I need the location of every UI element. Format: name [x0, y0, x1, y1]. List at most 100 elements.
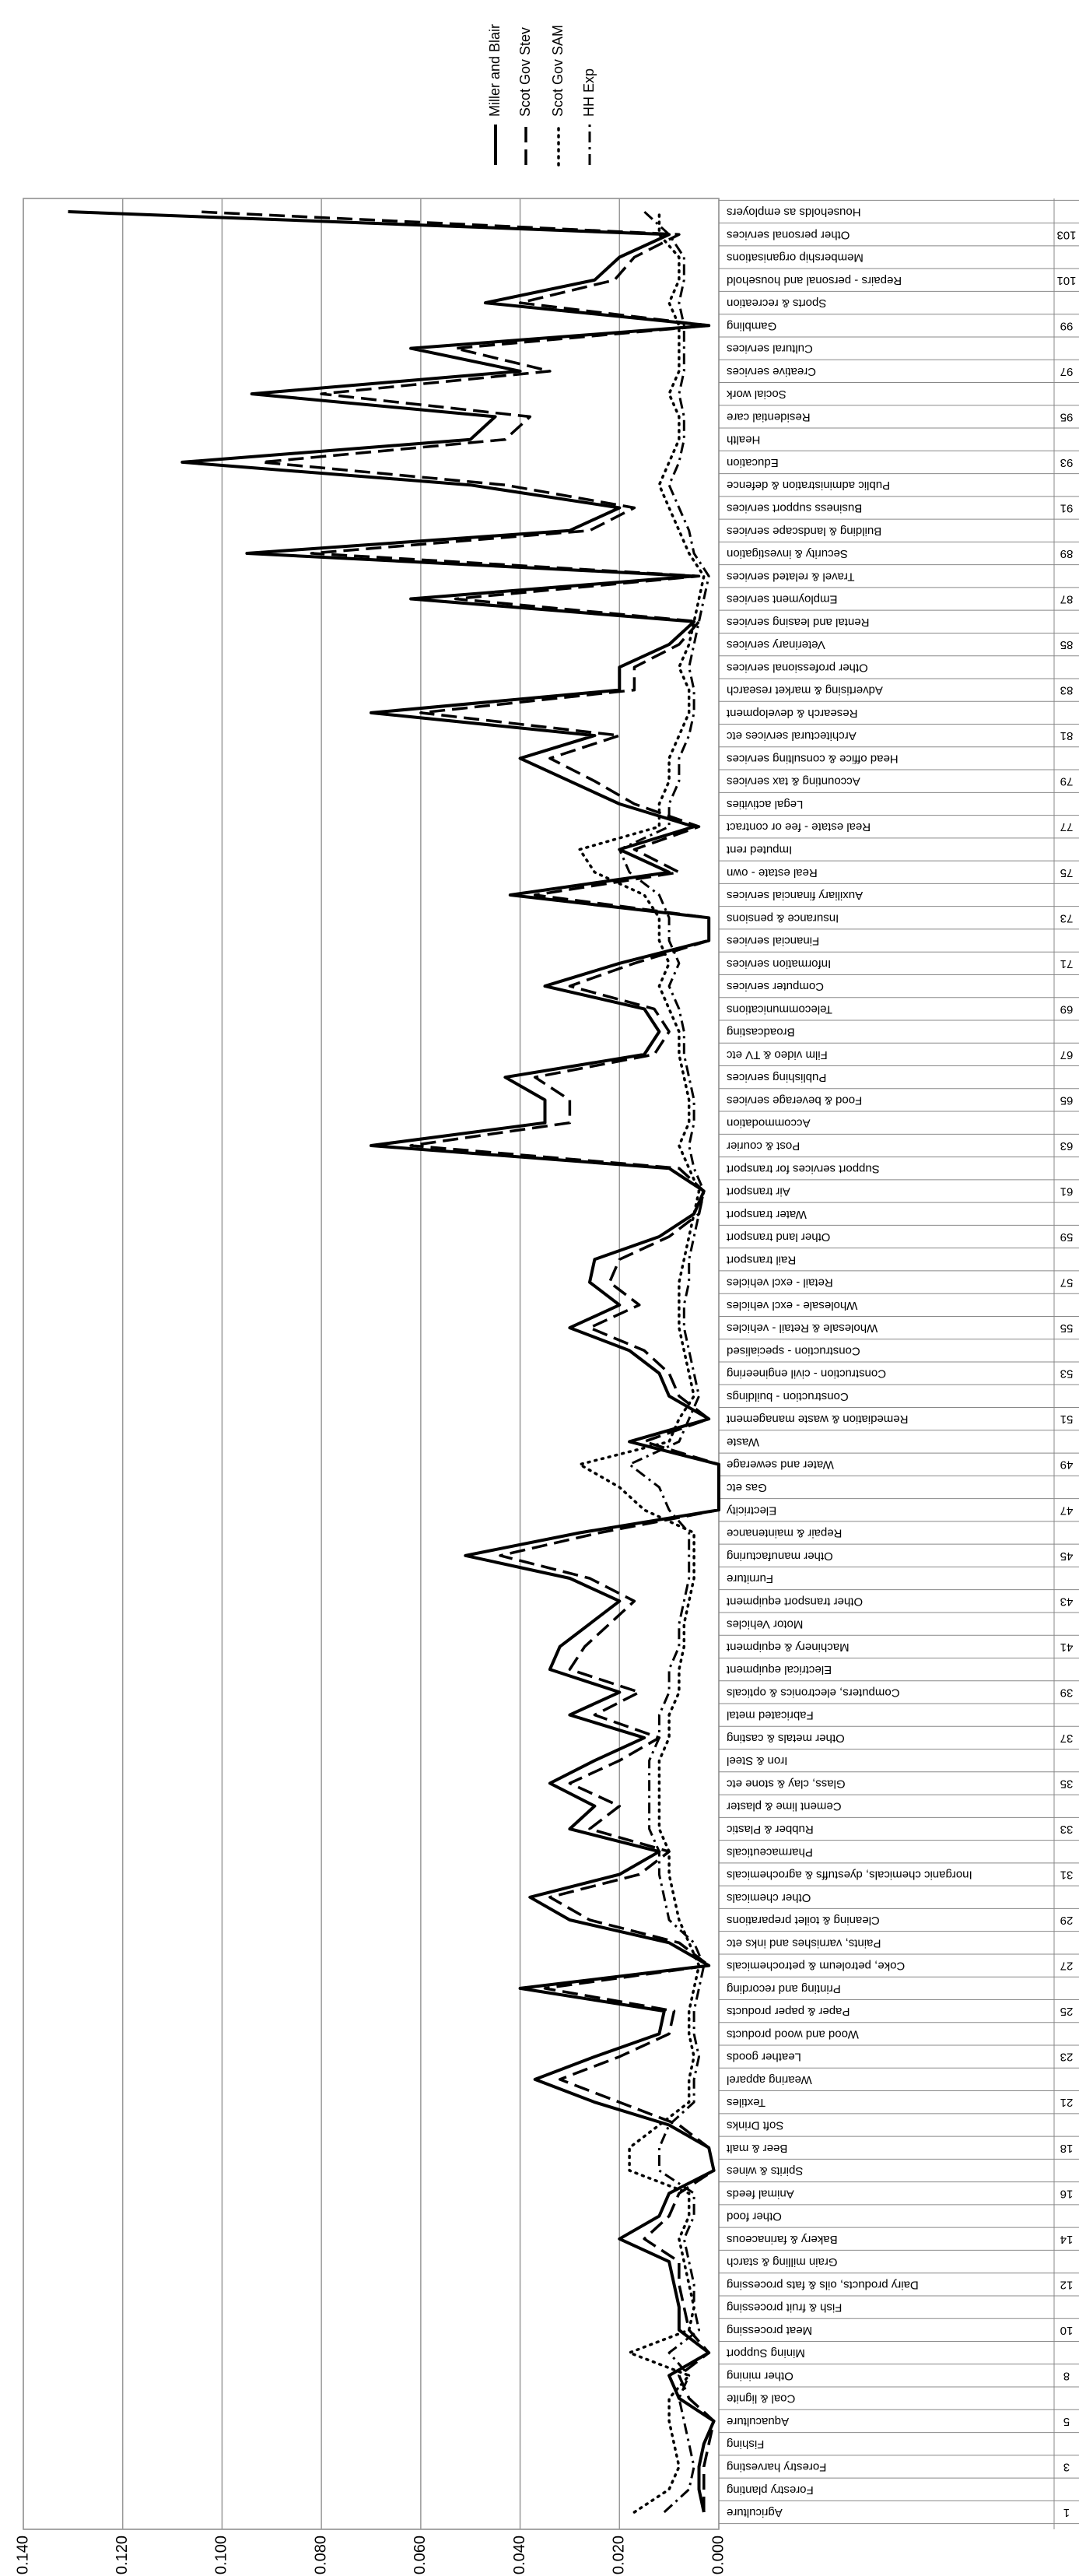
x-tick-label: Other food [727, 2210, 782, 2223]
category-code: 95 [1060, 410, 1074, 423]
category-code: 35 [1060, 1777, 1074, 1790]
x-tick-label: Pharmaceuticals [727, 1845, 813, 1858]
category-code: 27 [1060, 1960, 1074, 1973]
category-code: 103 [1056, 228, 1076, 241]
legend-label: Miller and Blair [487, 24, 503, 117]
x-tick-label: Legal activities [727, 798, 803, 811]
category-code: 91 [1060, 502, 1074, 515]
series-line [68, 210, 720, 2513]
x-tick-label: Forestry harvesting [727, 2460, 826, 2473]
y-tick-label: 0.100 [213, 2536, 230, 2574]
legend-label: Scot Gov Stev [517, 27, 533, 117]
x-tick-label: Water and sewerage [727, 1458, 834, 1472]
category-code: 51 [1060, 1413, 1074, 1426]
x-tick-label: Employment services [727, 593, 838, 606]
x-tick-label: Iron & Steel [727, 1754, 787, 1767]
category-code: 63 [1060, 1139, 1074, 1153]
category-code: 25 [1060, 2005, 1074, 2018]
category-code: 23 [1060, 2051, 1074, 2064]
x-tick-label: Veterinary services [727, 638, 825, 651]
category-code: 45 [1060, 1549, 1074, 1563]
y-tick-label: 0.120 [114, 2536, 131, 2574]
x-tick-label: Membership organisations [727, 251, 864, 265]
x-tick-label: Rail transport [726, 1253, 796, 1266]
x-tick-label: Building & landscape services [727, 525, 881, 538]
x-tick-label: Fish & fruit processing [727, 2301, 842, 2315]
x-tick-label: Dairy products, oils & fats processing [727, 2278, 919, 2291]
category-code: 55 [1060, 1321, 1074, 1335]
x-tick-label: Coke, petroleum & petrochemicals [727, 1960, 905, 1973]
series-line [578, 210, 706, 2514]
x-tick-label: Residential care [727, 410, 811, 423]
x-tick-label: Other professional services [727, 661, 868, 674]
x-tick-label: Insurance & pensions [727, 911, 839, 925]
x-tick-label: Grain milling & starch [727, 2255, 838, 2269]
x-tick-label: Meat processing [727, 2324, 812, 2337]
x-tick-label: Public administration & defence [727, 479, 890, 492]
category-code: 93 [1060, 456, 1074, 469]
x-tick-label: Remediation & waste management [726, 1413, 908, 1426]
x-tick-label: Paper & paper products [727, 2005, 850, 2018]
y-tick-label: 0.000 [709, 2536, 727, 2574]
x-tick-label: Aquaculture [727, 2415, 789, 2428]
x-tick-label: Research & development [726, 707, 857, 720]
x-tick-label: Wholesale - excl vehicles [727, 1299, 857, 1312]
x-tick-label: Construction - specialised [727, 1344, 860, 1357]
x-tick-label: Social work [727, 388, 786, 401]
category-code: 99 [1060, 319, 1074, 332]
x-tick-label: Gas etc [727, 1481, 767, 1494]
x-tick-label: Motor Vehicles [727, 1618, 803, 1631]
x-tick-label: Other chemicals [727, 1891, 811, 1904]
x-tick-label: Food & beverage services [727, 1093, 862, 1107]
x-tick-label: Paints, varnishes and inks etc [727, 1936, 881, 1950]
x-tick-label: Beer & malt [726, 2142, 787, 2155]
legend-label: Scot Gov SAM [550, 25, 566, 117]
rotated-chart: 0.000 0.020 0.040 0.060 0.080 0.100 0.120 0.140… [14, 24, 1079, 2574]
category-code: 59 [1060, 1230, 1074, 1244]
category-code: 73 [1060, 911, 1074, 925]
category-code: 97 [1060, 365, 1074, 378]
x-tick-label: Computer services [727, 980, 824, 993]
category-code: 53 [1060, 1367, 1074, 1381]
x-tick-label: Health [727, 433, 760, 447]
x-tick-label: Air transport [726, 1185, 790, 1199]
x-tick-label: Glass, clay & stone etc [727, 1777, 846, 1790]
category-code: 81 [1060, 729, 1074, 742]
category-code: 41 [1060, 1641, 1074, 1654]
x-tick-label: Support services for transport [726, 1162, 880, 1175]
x-tick-label: Other land transport [726, 1230, 830, 1244]
x-tick-label: Real estate - own [727, 866, 818, 879]
category-code: 77 [1060, 820, 1074, 834]
x-tick-label: Head office & consulting services [727, 752, 899, 765]
x-tick-label: Coal & lignite [727, 2392, 795, 2406]
x-tick-label: Publishing services [727, 1071, 826, 1084]
x-tick-label: Other metals & casting [727, 1732, 845, 1745]
category-code: 39 [1060, 1686, 1074, 1699]
x-tick-label: Security & investigation [727, 547, 848, 560]
category-code: 101 [1056, 274, 1076, 287]
x-tick-label: Accounting & tax services [727, 775, 860, 788]
x-tick-label: Post & courier [727, 1139, 800, 1153]
x-tick-label: Retail - excl vehicles [727, 1276, 833, 1290]
category-code: 1 [1063, 2506, 1070, 2519]
category-code: 47 [1060, 1504, 1074, 1517]
x-tick-label: Textiles [727, 2096, 765, 2109]
x-tick-label: Cultural services [727, 342, 813, 356]
x-tick-label: Cement lime & plaster [727, 1800, 842, 1813]
x-tick-label: Accommodation [727, 1117, 811, 1130]
x-tick-label: Printing and recording [727, 1982, 841, 1995]
x-tick-label: Education [727, 456, 779, 469]
category-code: 61 [1060, 1185, 1074, 1199]
legend-label: HH Exp [581, 68, 597, 117]
x-tick-label: Architectural services etc [727, 729, 857, 742]
x-tick-label: Electricity [727, 1504, 777, 1517]
x-tick-label: Repair & maintenance [727, 1527, 842, 1540]
category-code: 69 [1060, 1002, 1074, 1016]
y-tick-label: 0.040 [511, 2536, 528, 2574]
category-code: 43 [1060, 1595, 1074, 1608]
y-tick-label: 0.140 [14, 2536, 31, 2574]
category-code: 33 [1060, 1823, 1074, 1836]
category-code: 12 [1060, 2278, 1074, 2291]
category-code: 16 [1060, 2187, 1074, 2200]
